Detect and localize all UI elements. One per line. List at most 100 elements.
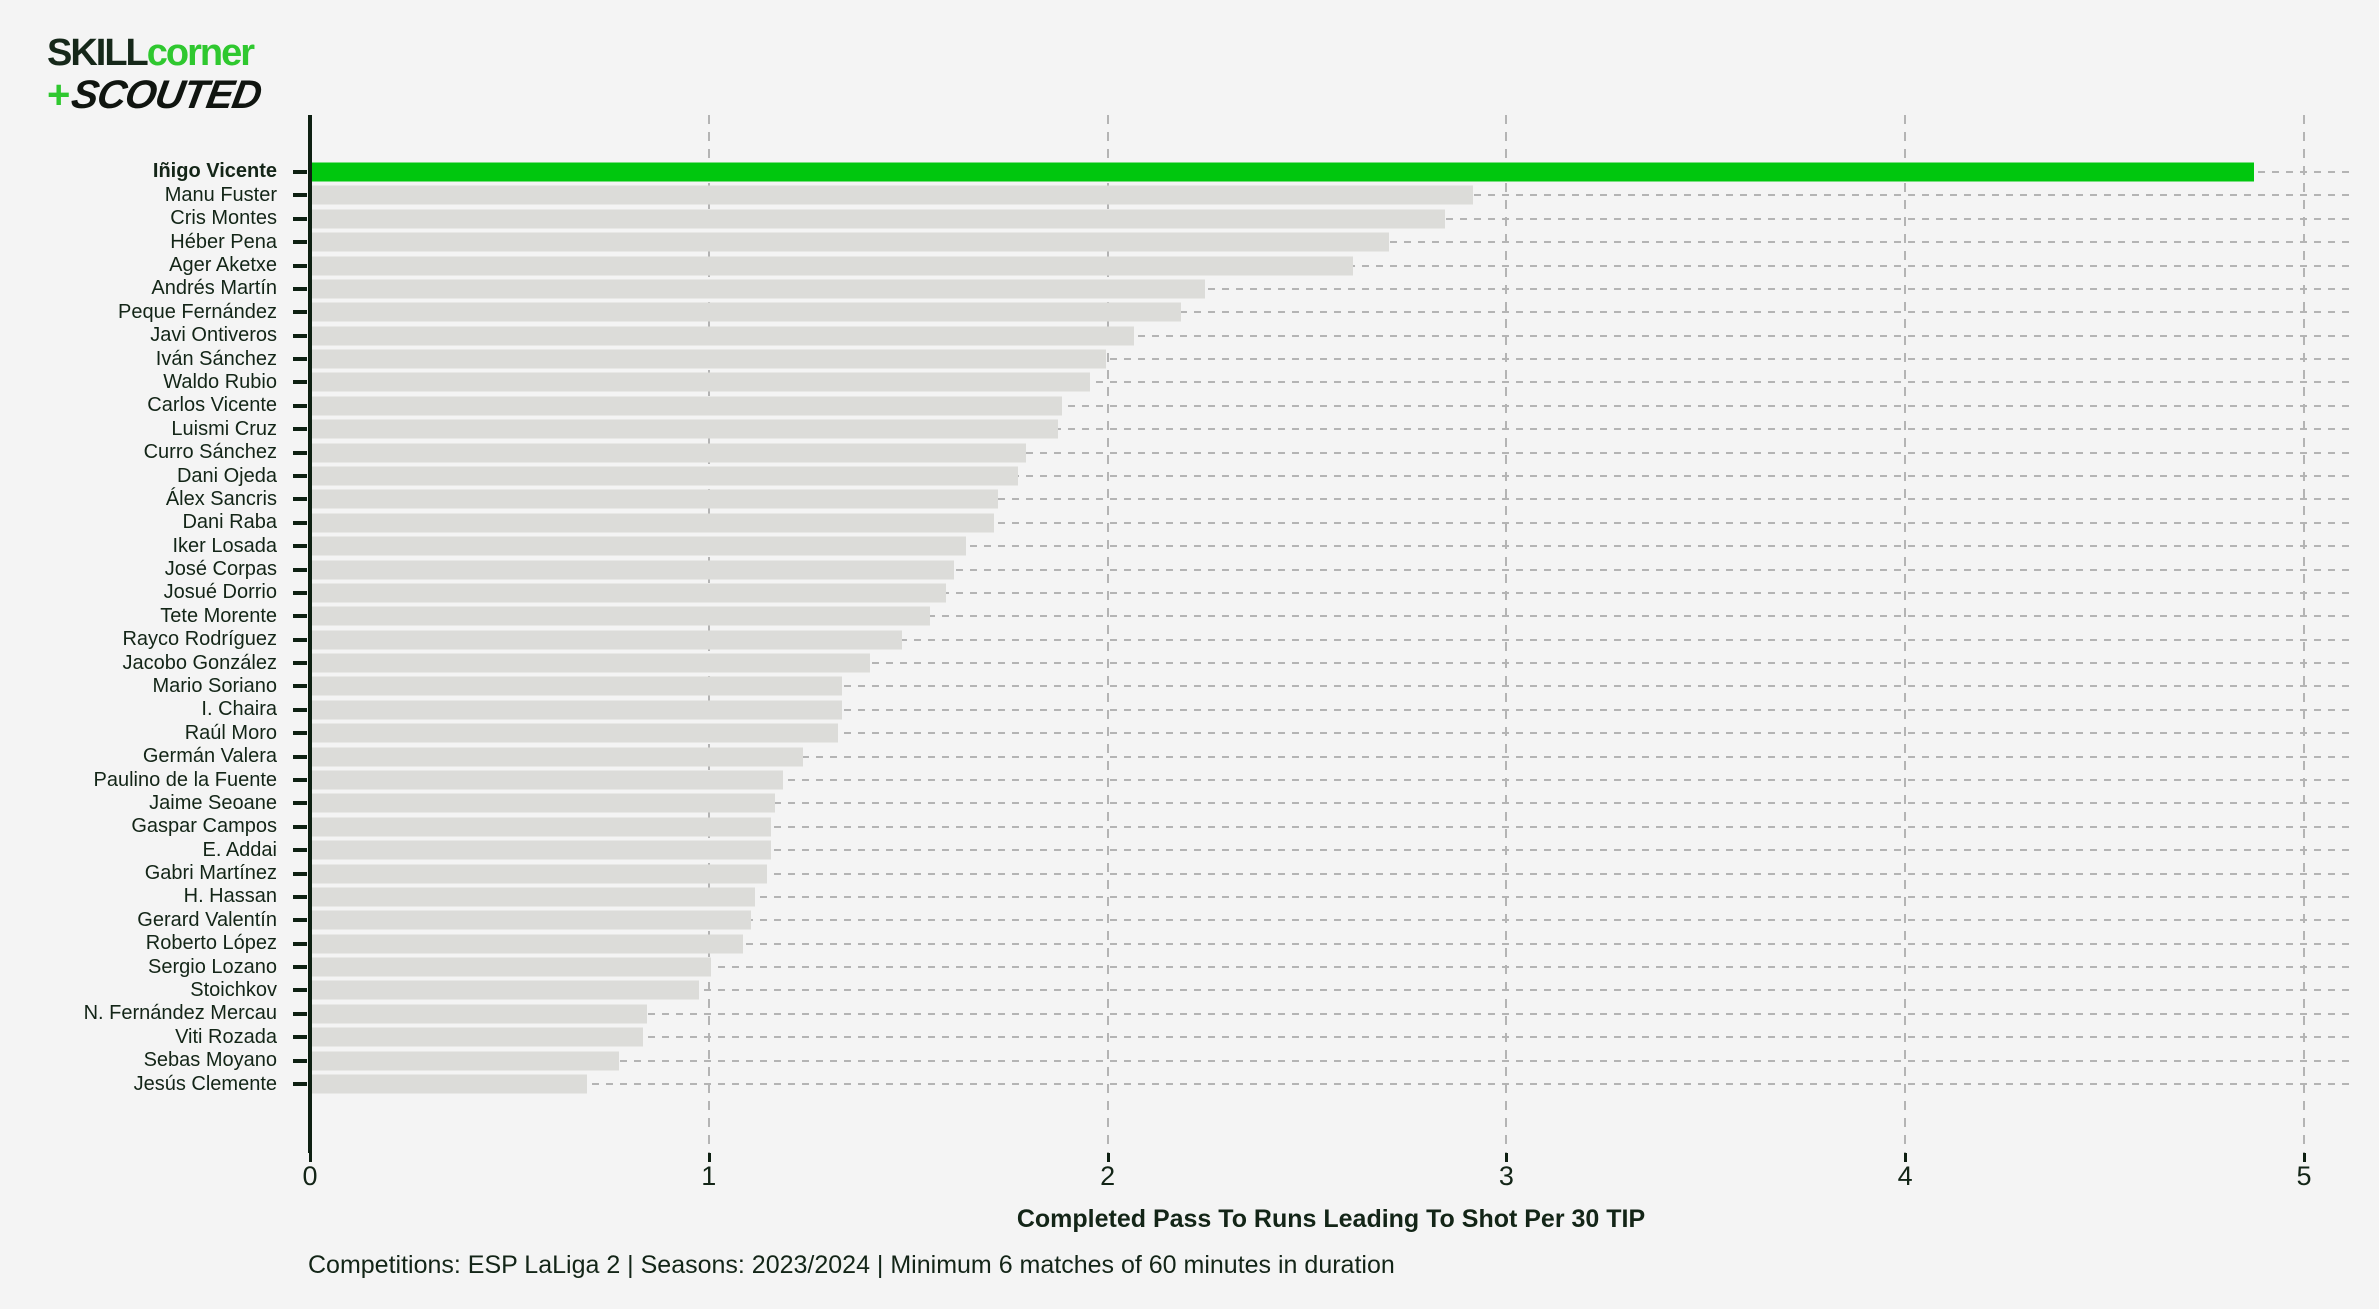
chart-row: Iker Losada bbox=[172, 534, 2352, 557]
y-tick-mark bbox=[293, 684, 307, 689]
y-tick-mark bbox=[293, 380, 307, 385]
row-gridline bbox=[312, 779, 2352, 781]
row-gridline bbox=[312, 287, 2352, 290]
x-gridline bbox=[1505, 115, 1508, 1153]
player-label: Raúl Moro bbox=[184, 721, 277, 744]
player-label: Rayco Rodríguez bbox=[122, 628, 277, 651]
row-gridline bbox=[312, 521, 2352, 524]
row-gridline bbox=[312, 451, 2352, 454]
player-bar bbox=[312, 1004, 647, 1024]
y-tick-mark bbox=[293, 169, 307, 174]
row-gridline bbox=[312, 919, 2352, 922]
player-label: Gabri Martínez bbox=[144, 862, 277, 885]
player-bar bbox=[312, 653, 871, 673]
y-tick-mark bbox=[293, 988, 307, 993]
x-tick-mark bbox=[1904, 1153, 1908, 1162]
y-tick-mark bbox=[293, 894, 307, 899]
chart-row: Manu Fuster bbox=[165, 184, 2352, 207]
y-tick-mark bbox=[293, 240, 307, 245]
chart-row: Gaspar Campos bbox=[131, 815, 2352, 838]
row-gridline bbox=[312, 545, 2352, 548]
y-tick-mark bbox=[293, 497, 307, 502]
player-label: E. Addai bbox=[202, 838, 277, 861]
player-label: Iker Losada bbox=[172, 534, 277, 557]
player-label: Iván Sánchez bbox=[155, 347, 277, 370]
player-label: Andrés Martín bbox=[151, 277, 277, 300]
player-bar bbox=[312, 583, 947, 603]
player-bar bbox=[312, 1074, 588, 1094]
row-gridline bbox=[312, 638, 2352, 641]
y-tick-mark bbox=[293, 848, 307, 853]
player-bar bbox=[312, 162, 2255, 182]
player-bar bbox=[312, 864, 767, 884]
row-gridline bbox=[312, 334, 2352, 337]
y-tick-mark bbox=[293, 637, 307, 642]
chart-row: Carlos Vicente bbox=[147, 394, 2352, 417]
player-bar bbox=[312, 560, 955, 580]
player-bar bbox=[312, 700, 843, 720]
player-label: Iñigo Vicente bbox=[152, 160, 277, 183]
chart-row: Rayco Rodríguez bbox=[122, 628, 2352, 651]
row-gridline bbox=[312, 685, 2352, 688]
player-label: N. Fernández Mercau bbox=[83, 1002, 277, 1025]
row-gridline bbox=[312, 732, 2352, 735]
player-bar bbox=[312, 676, 843, 696]
row-gridline bbox=[312, 498, 2352, 501]
chart-row: Héber Pena bbox=[170, 230, 2352, 253]
player-label: Gerard Valentín bbox=[137, 908, 277, 931]
chart-row: Iñigo Vicente bbox=[153, 160, 2352, 183]
player-label: Stoichkov bbox=[190, 978, 277, 1001]
row-gridline bbox=[312, 895, 2352, 898]
row-gridline bbox=[312, 591, 2352, 594]
player-label: Germán Valera bbox=[142, 745, 277, 768]
player-bar bbox=[312, 1051, 620, 1071]
y-tick-mark bbox=[293, 731, 307, 736]
player-bar bbox=[312, 980, 699, 1000]
player-label: Jaime Seoane bbox=[149, 791, 277, 814]
player-bar bbox=[312, 419, 1058, 439]
y-tick-mark bbox=[293, 661, 307, 666]
player-bar bbox=[312, 326, 1134, 346]
x-tick-label: 0 bbox=[302, 1161, 318, 1191]
player-label: Héber Pena bbox=[170, 230, 277, 253]
chart-row: Jaime Seoane bbox=[149, 792, 2352, 815]
y-axis-line bbox=[308, 115, 312, 1153]
y-tick-mark bbox=[293, 801, 307, 806]
player-bar bbox=[312, 466, 1018, 486]
chart-row: Tete Morente bbox=[160, 605, 2352, 628]
chart-row: H. Hassan bbox=[184, 885, 2352, 908]
plot-area: Iñigo Vicente Manu Fuster Cris Montes Hé… bbox=[84, 115, 2352, 1153]
y-tick-mark bbox=[293, 754, 307, 759]
player-label: Javi Ontiveros bbox=[150, 324, 277, 347]
player-label: Paulino de la Fuente bbox=[93, 768, 277, 791]
player-bar bbox=[312, 606, 931, 626]
player-bar bbox=[312, 793, 775, 813]
row-gridline bbox=[312, 311, 2352, 314]
row-gridline bbox=[312, 568, 2352, 571]
player-label: Tete Morente bbox=[160, 604, 277, 627]
player-bar bbox=[312, 489, 998, 509]
chart-row: Raúl Moro bbox=[185, 722, 2352, 745]
y-tick-mark bbox=[293, 1011, 307, 1016]
chart-row: Jacobo González bbox=[122, 651, 2352, 674]
y-tick-mark bbox=[293, 544, 307, 549]
chart-row: Sebas Moyano bbox=[144, 1049, 2352, 1072]
chart-row: Gerard Valentín bbox=[137, 909, 2352, 932]
chart-row: Iván Sánchez bbox=[156, 347, 2352, 370]
logo-scouted-text: SCOUTED bbox=[68, 73, 265, 117]
chart-row: Dani Ojeda bbox=[177, 464, 2352, 487]
row-gridline bbox=[312, 755, 2352, 758]
row-gridline bbox=[312, 966, 2352, 969]
x-tick-label: 4 bbox=[1897, 1161, 1913, 1191]
row-gridline bbox=[312, 475, 2352, 477]
y-tick-mark bbox=[293, 778, 307, 782]
y-tick-mark bbox=[293, 263, 307, 268]
player-bar bbox=[312, 934, 743, 954]
player-bar bbox=[312, 513, 994, 533]
player-bar bbox=[312, 372, 1090, 392]
chart-row: Andrés Martín bbox=[151, 277, 2352, 300]
footer-note: Competitions: ESP LaLiga 2 | Seasons: 20… bbox=[308, 1251, 1395, 1279]
logo-plus-icon: + bbox=[47, 73, 70, 117]
chart-row: Waldo Rubio bbox=[163, 371, 2352, 394]
x-tick-label: 3 bbox=[1498, 1161, 1514, 1191]
